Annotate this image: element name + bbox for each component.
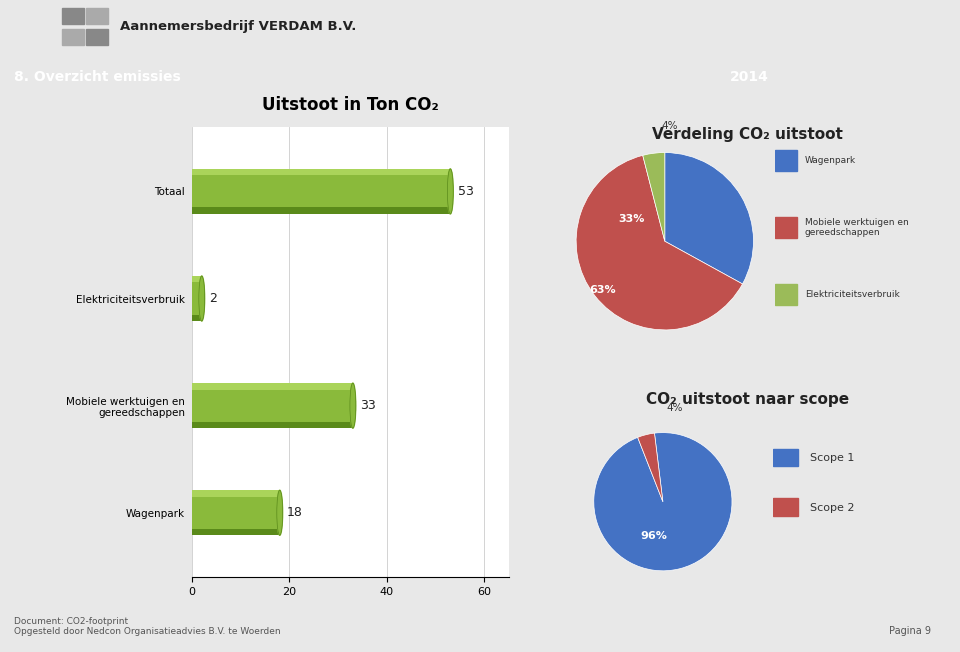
Text: 33%: 33% xyxy=(618,214,645,224)
Text: 53: 53 xyxy=(458,185,473,198)
Text: Aannemersbedrijf VERDAM B.V.: Aannemersbedrijf VERDAM B.V. xyxy=(120,20,356,33)
Text: Pagina 9: Pagina 9 xyxy=(889,626,931,636)
Bar xyxy=(86,29,108,46)
Bar xyxy=(192,383,353,428)
Bar xyxy=(192,169,450,214)
Bar xyxy=(192,169,450,175)
Text: 33: 33 xyxy=(360,399,376,412)
Text: 63%: 63% xyxy=(589,285,616,295)
Ellipse shape xyxy=(349,383,356,428)
Text: 4%: 4% xyxy=(661,121,678,131)
Title: Uitstoot in Ton CO₂: Uitstoot in Ton CO₂ xyxy=(262,96,439,115)
Text: 4%: 4% xyxy=(667,404,684,413)
Text: Document: CO2-footprint
Opgesteld door Nedcon Organisatieadvies B.V. te Woerden: Document: CO2-footprint Opgesteld door N… xyxy=(14,617,281,636)
Ellipse shape xyxy=(276,490,282,535)
Wedge shape xyxy=(594,433,732,570)
Bar xyxy=(192,383,353,389)
Bar xyxy=(192,490,279,497)
Ellipse shape xyxy=(447,169,453,214)
Text: 2014: 2014 xyxy=(730,70,768,84)
Bar xyxy=(192,314,202,321)
Text: 96%: 96% xyxy=(641,531,667,541)
Wedge shape xyxy=(576,155,742,330)
Text: CO₂ uitstoot naar scope: CO₂ uitstoot naar scope xyxy=(646,392,849,407)
Text: Elektriciteitsverbruik: Elektriciteitsverbruik xyxy=(804,289,900,299)
Bar xyxy=(775,217,797,238)
Bar xyxy=(192,490,279,535)
Wedge shape xyxy=(664,153,754,284)
Ellipse shape xyxy=(199,276,204,321)
Bar xyxy=(86,8,108,24)
Wedge shape xyxy=(643,153,665,241)
Bar xyxy=(192,207,450,214)
Text: 18: 18 xyxy=(287,506,303,519)
Text: Verdeling CO₂ uitstoot: Verdeling CO₂ uitstoot xyxy=(652,127,843,142)
Text: 8. Overzicht emissies: 8. Overzicht emissies xyxy=(14,70,181,84)
Bar xyxy=(773,498,798,516)
Bar xyxy=(192,422,353,428)
Text: Wagenpark: Wagenpark xyxy=(804,156,856,166)
Bar xyxy=(192,276,202,321)
Bar xyxy=(773,449,798,466)
Bar xyxy=(192,276,202,282)
Bar xyxy=(192,529,279,535)
Text: Scope 2: Scope 2 xyxy=(810,503,854,512)
Bar xyxy=(775,151,797,171)
Text: 2: 2 xyxy=(209,292,217,305)
Text: Scope 1: Scope 1 xyxy=(810,453,854,463)
Text: Mobiele werktuigen en
gereedschappen: Mobiele werktuigen en gereedschappen xyxy=(804,218,909,237)
Bar xyxy=(62,8,84,24)
Wedge shape xyxy=(637,433,662,502)
Bar xyxy=(775,284,797,304)
Bar xyxy=(62,29,84,46)
